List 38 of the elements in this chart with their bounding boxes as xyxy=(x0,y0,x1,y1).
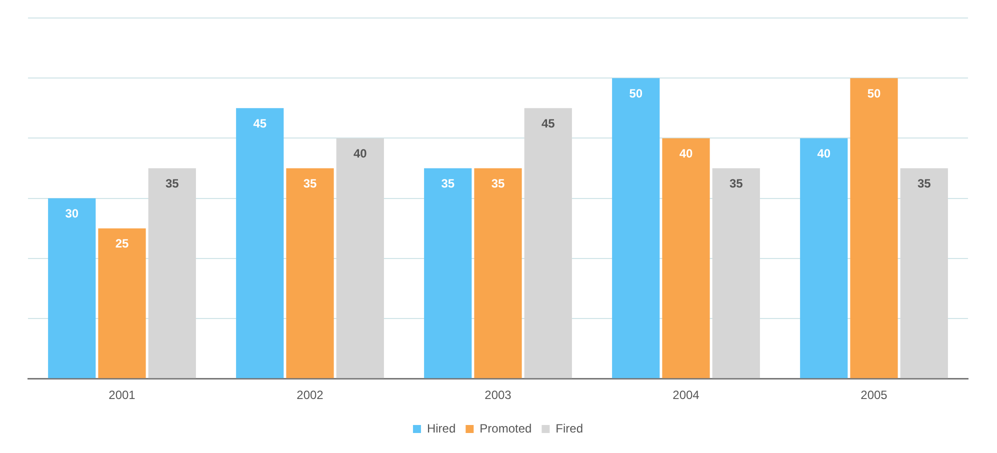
legend-label: Fired xyxy=(556,421,584,436)
x-tick-label: 2003 xyxy=(484,388,512,402)
data-label: 50 xyxy=(629,86,643,100)
x-tick-label: 2004 xyxy=(672,388,700,402)
bar xyxy=(662,138,710,378)
data-label: 40 xyxy=(817,146,831,161)
data-label: 35 xyxy=(917,176,932,191)
data-label: 40 xyxy=(679,146,693,161)
data-label: 45 xyxy=(253,116,267,130)
bar xyxy=(712,168,760,378)
x-tick-label: 2005 xyxy=(860,388,888,402)
bar xyxy=(800,138,848,378)
x-tick-label: 2002 xyxy=(296,388,324,402)
bar xyxy=(424,168,472,378)
data-label: 30 xyxy=(65,206,79,221)
data-label: 40 xyxy=(353,146,368,161)
bar xyxy=(148,168,196,378)
data-label: 35 xyxy=(303,176,317,191)
bar xyxy=(336,138,384,378)
bar xyxy=(286,168,334,378)
data-label: 35 xyxy=(441,176,455,191)
data-label: 50 xyxy=(867,86,881,100)
bar xyxy=(474,168,522,378)
data-label: 35 xyxy=(729,176,744,191)
bar xyxy=(850,78,898,378)
data-label: 35 xyxy=(491,176,505,191)
x-tick-label: 2001 xyxy=(108,388,136,402)
data-label: 35 xyxy=(165,176,180,191)
bar xyxy=(98,228,146,378)
bar xyxy=(48,198,96,378)
bar xyxy=(900,168,948,378)
bar xyxy=(612,78,660,378)
bar xyxy=(524,108,572,378)
data-label: 45 xyxy=(541,116,556,130)
legend-label: Hired xyxy=(426,421,456,436)
data-label: 25 xyxy=(115,236,129,251)
bar xyxy=(236,108,284,378)
legend-label: Promoted xyxy=(480,421,532,436)
